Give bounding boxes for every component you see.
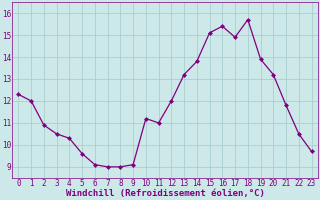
X-axis label: Windchill (Refroidissement éolien,°C): Windchill (Refroidissement éolien,°C)	[66, 189, 264, 198]
